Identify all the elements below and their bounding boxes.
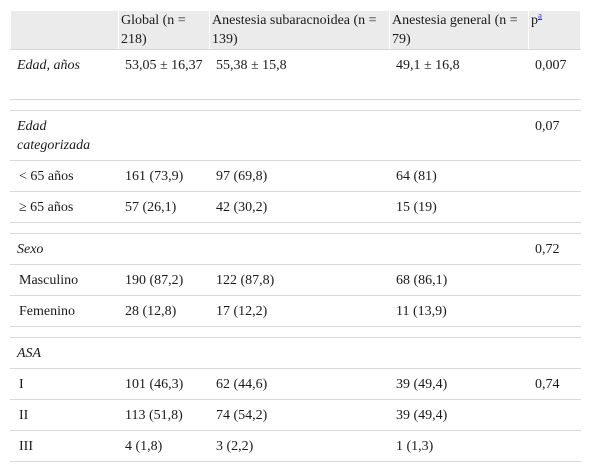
spacer-row [10, 99, 581, 111]
table-row-asa: ASA [10, 337, 581, 369]
cell-p [528, 430, 581, 462]
cell-general: 15 (19) [389, 191, 529, 223]
cell-subarachnoid: 55,38 ± 15,8 [209, 49, 390, 100]
row-label: Sexo [10, 233, 119, 265]
header-empty [10, 10, 119, 50]
table-row-sexo: Sexo 0,72 [10, 233, 581, 265]
table-row-ge65: ≥ 65 años 57 (26,1) 42 (30,2) 15 (19) [10, 191, 581, 223]
cell-global [118, 337, 210, 369]
cell-subarachnoid: 42 (30,2) [209, 191, 390, 223]
cell-subarachnoid [209, 233, 390, 265]
cell-global: 57 (26,1) [118, 191, 210, 223]
cell-general: 11 (13,9) [389, 295, 529, 327]
spacer-row [10, 222, 581, 234]
cell-global: 4 (1,8) [118, 430, 210, 462]
cell-subarachnoid [209, 110, 390, 161]
row-label: Masculino [10, 264, 119, 296]
table-row-femenino: Femenino 28 (12,8) 17 (12,2) 11 (13,9) [10, 295, 581, 327]
table-row-lt65: < 65 años 161 (73,9) 97 (69,8) 64 (81) [10, 160, 581, 192]
table-row-asa-ii: II 113 (51,8) 74 (54,2) 39 (49,4) [10, 399, 581, 431]
cell-general: 64 (81) [389, 160, 529, 192]
cell-global: 113 (51,8) [118, 399, 210, 431]
cell-general: 39 (49,4) [389, 368, 529, 400]
cell-p: 0,07 [528, 110, 581, 161]
demographics-table: Global (n = 218) Anestesia subaracnoidea… [10, 10, 581, 462]
row-label: Edad categorizada [10, 110, 119, 161]
row-label: < 65 años [10, 160, 119, 192]
table-row-edad-categorizada: Edad categorizada 0,07 [10, 110, 581, 161]
cell-p: 0,007 [528, 49, 581, 100]
cell-p [528, 295, 581, 327]
demographics-table-container: Global (n = 218) Anestesia subaracnoidea… [10, 10, 581, 462]
cell-global: 190 (87,2) [118, 264, 210, 296]
row-label: ≥ 65 años [10, 191, 119, 223]
cell-global [118, 233, 210, 265]
table-row-masculino: Masculino 190 (87,2) 122 (87,8) 68 (86,1… [10, 264, 581, 296]
cell-global: 161 (73,9) [118, 160, 210, 192]
cell-p [528, 264, 581, 296]
spacer-row [10, 326, 581, 338]
cell-general: 1 (1,3) [389, 430, 529, 462]
header-general: Anestesia general (n = 79) [389, 10, 529, 50]
cell-global: 101 (46,3) [118, 368, 210, 400]
table-row-asa-iii: III 4 (1,8) 3 (2,2) 1 (1,3) [10, 430, 581, 462]
cell-p [528, 337, 581, 369]
cell-subarachnoid [209, 337, 390, 369]
cell-global: 28 (12,8) [118, 295, 210, 327]
cell-general [389, 110, 529, 161]
header-p: pa [528, 10, 581, 50]
row-label: III [10, 430, 119, 462]
cell-general: 39 (49,4) [389, 399, 529, 431]
cell-p: 0,72 [528, 233, 581, 265]
cell-subarachnoid: 3 (2,2) [209, 430, 390, 462]
cell-subarachnoid: 17 (12,2) [209, 295, 390, 327]
row-label: Edad, años [10, 49, 119, 100]
cell-global [118, 110, 210, 161]
row-label: Femenino [10, 295, 119, 327]
table-row-asa-i: I 101 (46,3) 62 (44,6) 39 (49,4) 0,74 [10, 368, 581, 400]
cell-global: 53,05 ± 16,37 [118, 49, 210, 100]
footnote-a-link[interactable]: a [538, 10, 542, 21]
cell-subarachnoid: 74 (54,2) [209, 399, 390, 431]
row-label: ASA [10, 337, 119, 369]
header-global: Global (n = 218) [118, 10, 210, 50]
header-p-label: p [531, 13, 538, 28]
cell-general [389, 337, 529, 369]
cell-p: 0,74 [528, 368, 581, 400]
cell-p [528, 160, 581, 192]
row-label: II [10, 399, 119, 431]
cell-p [528, 191, 581, 223]
cell-general [389, 233, 529, 265]
cell-general: 68 (86,1) [389, 264, 529, 296]
cell-general: 49,1 ± 16,8 [389, 49, 529, 100]
row-label: I [10, 368, 119, 400]
cell-subarachnoid: 62 (44,6) [209, 368, 390, 400]
cell-subarachnoid: 97 (69,8) [209, 160, 390, 192]
cell-p [528, 399, 581, 431]
header-subarachnoid: Anestesia subaracnoidea (n = 139) [209, 10, 390, 50]
table-row-edad: Edad, años 53,05 ± 16,37 55,38 ± 15,8 49… [10, 49, 581, 100]
table-header-row: Global (n = 218) Anestesia subaracnoidea… [10, 10, 581, 50]
cell-subarachnoid: 122 (87,8) [209, 264, 390, 296]
